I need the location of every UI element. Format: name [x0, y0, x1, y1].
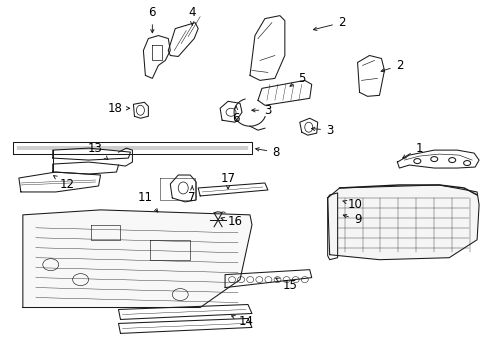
Text: 2: 2 — [313, 16, 345, 31]
Text: 12: 12 — [54, 176, 74, 192]
Text: 2: 2 — [380, 59, 402, 72]
Text: 4: 4 — [188, 6, 196, 25]
Text: 17: 17 — [220, 171, 235, 189]
Text: 10: 10 — [342, 198, 362, 211]
Text: 13: 13 — [88, 141, 108, 159]
Text: 3: 3 — [251, 104, 271, 117]
Text: 8: 8 — [255, 145, 279, 159]
Text: 15: 15 — [275, 278, 297, 292]
Text: 6: 6 — [148, 6, 156, 33]
Text: 18: 18 — [108, 102, 129, 115]
Text: 11: 11 — [138, 192, 158, 212]
Text: 6: 6 — [232, 106, 239, 125]
Text: 7: 7 — [188, 186, 196, 204]
Text: 14: 14 — [231, 315, 253, 328]
Polygon shape — [327, 185, 478, 260]
Text: 9: 9 — [343, 213, 361, 226]
Text: 3: 3 — [311, 124, 333, 137]
Text: 16: 16 — [221, 215, 242, 228]
Polygon shape — [23, 210, 251, 307]
Text: 1: 1 — [402, 141, 422, 158]
Text: 5: 5 — [289, 72, 305, 86]
